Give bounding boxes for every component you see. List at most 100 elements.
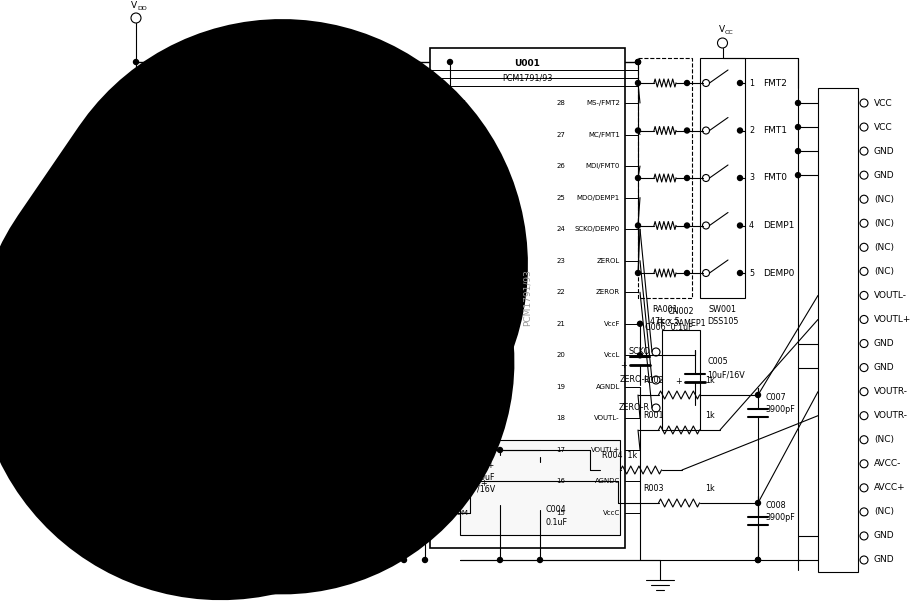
- Text: CN002: CN002: [667, 308, 694, 316]
- Text: FMT1: FMT1: [763, 126, 787, 135]
- Text: 15: 15: [557, 510, 565, 516]
- Text: DSS105: DSS105: [707, 317, 738, 327]
- Circle shape: [636, 128, 641, 133]
- Bar: [288, 198, 388, 390]
- Text: MDI: MDI: [134, 291, 151, 300]
- Text: 1k: 1k: [705, 411, 715, 420]
- Text: 27: 27: [557, 132, 565, 138]
- Text: 5: 5: [435, 226, 439, 232]
- Text: 1k: 1k: [705, 484, 715, 493]
- Text: C001: C001: [430, 330, 450, 339]
- Text: 25: 25: [557, 195, 565, 201]
- Text: VCC: VCC: [874, 123, 893, 132]
- Text: GND: GND: [874, 147, 894, 155]
- Text: /16V: /16V: [477, 484, 495, 493]
- Text: V: V: [131, 1, 138, 10]
- Text: MS-/FMT2: MS-/FMT2: [586, 100, 620, 106]
- Circle shape: [685, 128, 689, 133]
- Circle shape: [497, 557, 502, 563]
- Text: 10: 10: [435, 384, 444, 390]
- Text: P_BCK: P_BCK: [123, 447, 151, 456]
- Circle shape: [636, 271, 641, 276]
- Text: AVCC-: AVCC-: [874, 459, 902, 468]
- Text: FFC-15NSM1: FFC-15NSM1: [313, 222, 364, 231]
- Text: 6: 6: [435, 258, 439, 263]
- Text: C002 0.1uF: C002 0.1uF: [399, 286, 444, 295]
- Text: 3: 3: [435, 163, 439, 169]
- Text: P_DATA: P_DATA: [418, 302, 448, 311]
- Text: FMT2: FMT2: [763, 78, 787, 87]
- Text: 21: 21: [557, 320, 565, 327]
- Circle shape: [423, 557, 427, 563]
- Text: DEMP1: DEMP1: [763, 221, 795, 230]
- Circle shape: [134, 196, 138, 201]
- Text: VDD: VDD: [448, 289, 463, 295]
- Text: 3: 3: [749, 174, 754, 183]
- Text: DSD_L: DSD_L: [122, 506, 151, 515]
- Text: GND: GND: [874, 363, 894, 372]
- Text: #3 Pin  DSDL: #3 Pin DSDL: [293, 303, 340, 309]
- Text: GND: GND: [874, 555, 894, 565]
- Text: RST-: RST-: [448, 258, 463, 263]
- Text: #5 Pin  DBCK: #5 Pin DBCK: [293, 359, 340, 365]
- Text: GND: GND: [874, 339, 894, 348]
- Text: VOUTL-: VOUTL-: [594, 415, 620, 421]
- Text: 47k x 5: 47k x 5: [650, 317, 680, 327]
- Text: VOUTR-: VOUTR-: [448, 447, 474, 453]
- Text: 12: 12: [435, 447, 444, 453]
- Text: 0.1uF: 0.1uF: [545, 518, 567, 527]
- Circle shape: [796, 124, 800, 129]
- Text: 10uF: 10uF: [475, 472, 495, 481]
- Text: (NC): (NC): [874, 243, 894, 252]
- Text: AGND: AGND: [125, 350, 151, 359]
- Text: 2: 2: [435, 132, 439, 138]
- Text: CC: CC: [725, 30, 733, 35]
- Text: #1 Pin  (DSD): #1 Pin (DSD): [293, 247, 341, 253]
- Text: 17: 17: [556, 447, 565, 453]
- Text: VccC: VccC: [603, 510, 620, 516]
- Text: GND: GND: [130, 214, 151, 222]
- Text: +: +: [405, 347, 412, 356]
- Circle shape: [497, 447, 502, 452]
- Text: P_BCK: P_BCK: [418, 274, 443, 282]
- Text: AGNDC: AGNDC: [594, 478, 620, 484]
- Circle shape: [215, 157, 221, 162]
- Text: MUTE: MUTE: [126, 155, 151, 164]
- Text: VccR: VccR: [448, 384, 465, 390]
- Text: P_LRCK: P_LRCK: [118, 467, 151, 475]
- Text: MC/FMT1: MC/FMT1: [588, 132, 620, 138]
- Text: +: +: [480, 480, 487, 489]
- Text: ML: ML: [138, 330, 151, 339]
- Text: RESET-: RESET-: [120, 253, 151, 262]
- Text: P_DATA: P_DATA: [118, 486, 151, 495]
- Text: #2 Pin  (DSD): #2 Pin (DSD): [293, 275, 341, 281]
- Circle shape: [756, 557, 761, 563]
- Bar: [460, 440, 620, 535]
- Text: PCM1791/93: PCM1791/93: [502, 73, 553, 83]
- Text: +: +: [620, 361, 627, 370]
- Text: ZERO-R: ZERO-R: [619, 404, 650, 413]
- Text: 5: 5: [749, 268, 754, 277]
- Circle shape: [685, 81, 689, 86]
- Text: +: +: [676, 377, 682, 386]
- Circle shape: [134, 177, 138, 181]
- Circle shape: [685, 271, 689, 276]
- Text: VCC: VCC: [874, 98, 893, 107]
- Text: (NC): (NC): [131, 135, 151, 144]
- Text: 14: 14: [435, 510, 444, 516]
- Text: AGNDF: AGNDF: [448, 352, 473, 358]
- Circle shape: [146, 235, 150, 240]
- Text: (NC): (NC): [874, 195, 894, 204]
- Text: VOUTL+: VOUTL+: [874, 315, 911, 324]
- Circle shape: [685, 175, 689, 180]
- Text: P_SCLK: P_SCLK: [118, 408, 151, 417]
- Circle shape: [402, 290, 406, 295]
- Circle shape: [638, 321, 642, 327]
- Text: (NC): (NC): [874, 507, 894, 517]
- Text: 13: 13: [435, 478, 444, 484]
- Circle shape: [756, 393, 761, 398]
- Text: 23: 23: [557, 258, 565, 263]
- Text: DGND: DGND: [448, 320, 469, 327]
- Text: CLKO/D_BCK: CLKO/D_BCK: [95, 388, 151, 398]
- Circle shape: [796, 172, 800, 178]
